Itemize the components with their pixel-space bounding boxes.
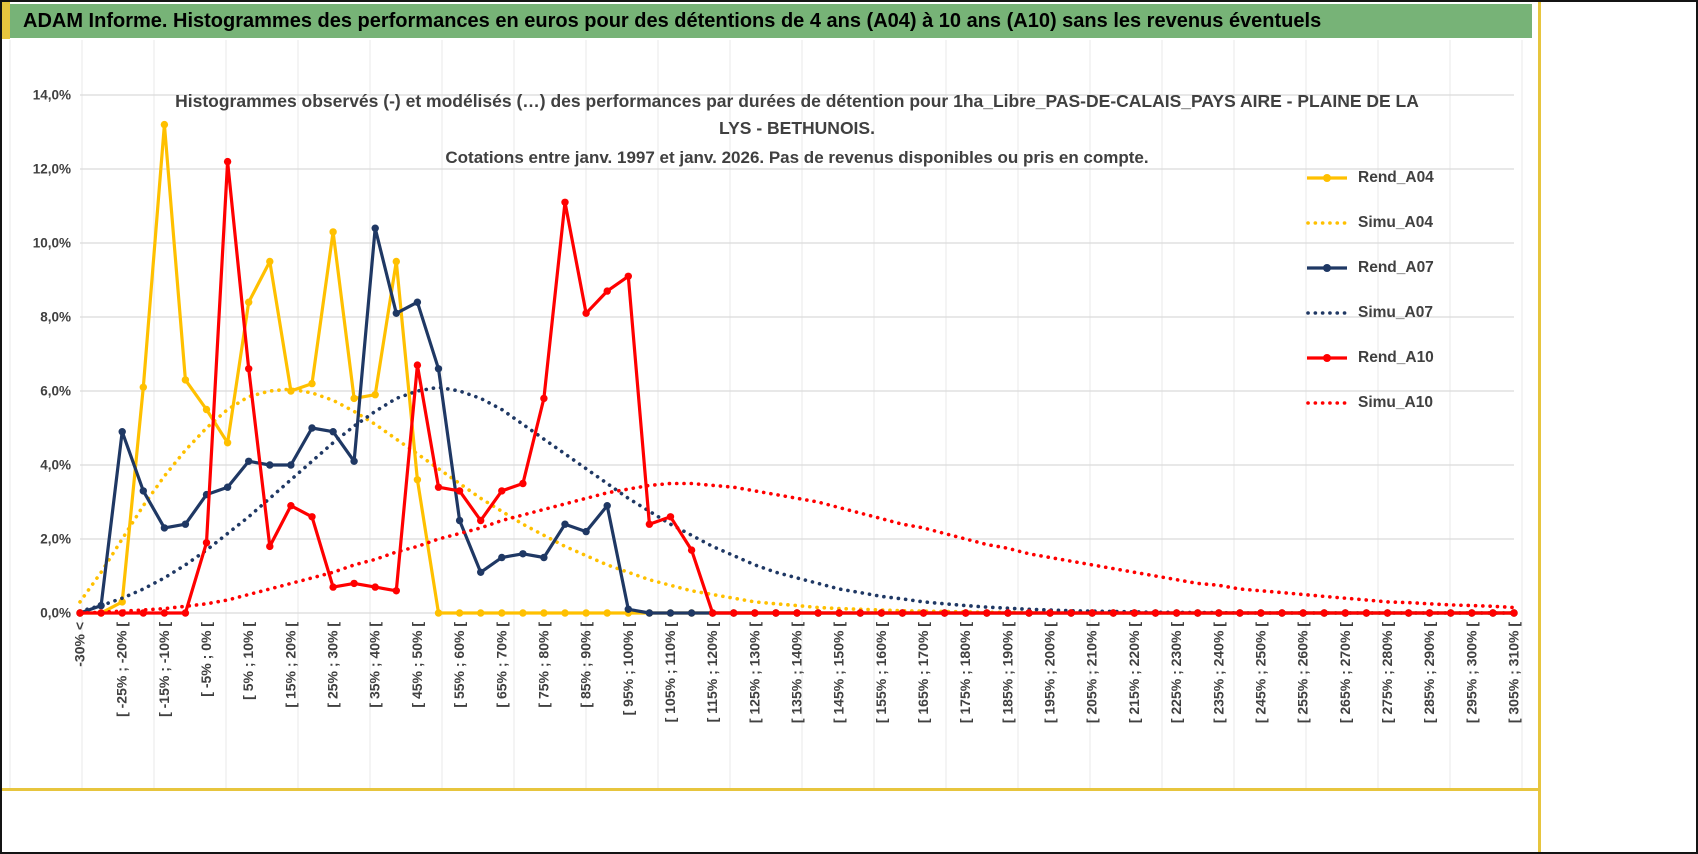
chart-title: Histogrammes observés (-) et modélisés (… xyxy=(172,88,1422,171)
x-axis-label: [ 135% ; 140% [ xyxy=(789,622,805,723)
sheet-accent-right-column xyxy=(1538,2,1541,852)
y-axis-label: 6,0% xyxy=(40,384,71,399)
series-line-Simu_A04 xyxy=(78,387,1516,615)
x-axis-label: [ 85% ; 90% [ xyxy=(578,622,594,708)
x-axis-label: [ 165% ; 170% [ xyxy=(915,622,931,723)
x-axis-label: [ 295% ; 300% [ xyxy=(1463,622,1479,723)
chart-legend: Rend_A04 Simu_A04 Rend_A07 Simu_A07 Rend_A10… xyxy=(1305,169,1434,412)
legend-item-Rend_A07: Rend_A07 xyxy=(1305,259,1434,277)
legend-swatch-dotted-line xyxy=(1306,401,1348,405)
header-title: ADAM Informe. Histogrammes des performan… xyxy=(23,9,1322,32)
series-line-Rend_A04 xyxy=(80,122,1514,615)
y-axis-label: 2,0% xyxy=(40,532,71,547)
x-axis-label: [ 235% ; 240% [ xyxy=(1210,622,1226,723)
x-axis-label: [ 5% ; 10% [ xyxy=(240,622,256,700)
x-axis-label: [ 285% ; 290% [ xyxy=(1421,622,1437,723)
x-axis-label: [ 15% ; 20% [ xyxy=(282,622,298,708)
series-line-Rend_A07 xyxy=(79,226,1514,615)
x-axis-label: [ 115% ; 120% [ xyxy=(704,622,720,723)
x-axis-label: [ 245% ; 250% [ xyxy=(1252,622,1268,723)
x-axis-label: [ 75% ; 80% [ xyxy=(535,622,551,708)
chart-title-line2: Cotations entre janv. 1997 et janv. 2026… xyxy=(445,148,1149,167)
series-line-Rend_A10 xyxy=(80,160,1514,615)
legend-label: Rend_A10 xyxy=(1358,349,1434,366)
x-axis-label: [ 145% ; 150% [ xyxy=(831,622,847,723)
legend-item-Rend_A04: Rend_A04 xyxy=(1305,169,1434,187)
header-bar: ADAM Informe. Histogrammes des performan… xyxy=(10,4,1532,38)
chart-title-line1: Histogrammes observés (-) et modélisés (… xyxy=(175,91,1419,138)
legend-item-Simu_A04: Simu_A04 xyxy=(1305,214,1434,232)
y-axis-label: 0,0% xyxy=(40,606,71,621)
x-axis-label: [ 55% ; 60% [ xyxy=(451,622,467,708)
x-axis-label: [ 195% ; 200% [ xyxy=(1042,622,1058,723)
x-axis-label: [ 155% ; 160% [ xyxy=(873,622,889,723)
x-axis-label: [ 175% ; 180% [ xyxy=(957,622,973,723)
x-axis-label: [ 185% ; 190% [ xyxy=(999,622,1015,723)
legend-label: Rend_A07 xyxy=(1358,259,1434,276)
x-axis-label: [ 255% ; 260% [ xyxy=(1295,622,1311,723)
x-axis-label: [ 225% ; 230% [ xyxy=(1168,622,1184,723)
x-axis-label: [ -15% ; -10% [ xyxy=(156,622,172,717)
x-axis-label: [ 45% ; 50% [ xyxy=(409,622,425,708)
legend-item-Rend_A10: Rend_A10 xyxy=(1305,349,1434,367)
y-axis-label: 4,0% xyxy=(40,458,71,473)
x-axis-label: [ 95% ; 100% [ xyxy=(620,622,636,716)
legend-swatch-solid-line xyxy=(1307,354,1347,362)
legend-label: Simu_A10 xyxy=(1358,394,1433,411)
x-axis-label: [ 265% ; 270% [ xyxy=(1337,622,1353,723)
legend-swatch-dotted-line xyxy=(1306,221,1348,225)
x-axis-label: [ 125% ; 130% [ xyxy=(746,622,762,723)
legend-item-Simu_A07: Simu_A07 xyxy=(1305,304,1434,322)
y-axis-label: 12,0% xyxy=(33,162,71,177)
series-line-Simu_A10 xyxy=(78,481,1516,615)
x-axis-label: [ -25% ; -20% [ xyxy=(114,622,130,717)
x-axis-label: [ 65% ; 70% [ xyxy=(493,622,509,708)
x-axis-label: [ -5% ; 0% [ xyxy=(198,622,214,697)
x-axis-label: -30% < xyxy=(72,622,88,667)
series-line-Simu_A07 xyxy=(78,385,1516,615)
y-axis-label: 14,0% xyxy=(33,88,71,103)
legend-swatch-solid-line xyxy=(1307,264,1347,272)
legend-swatch-dotted-line xyxy=(1306,311,1348,315)
y-axis-label: 8,0% xyxy=(40,310,71,325)
x-axis-label: [ 275% ; 280% [ xyxy=(1379,622,1395,723)
x-axis-label: [ 25% ; 30% [ xyxy=(325,622,341,708)
x-axis-label: [ 105% ; 110% [ xyxy=(662,622,678,723)
sheet-accent-bottom-row xyxy=(2,788,1541,791)
y-axis-label: 10,0% xyxy=(33,236,71,251)
x-axis-label: [ 205% ; 210% [ xyxy=(1084,622,1100,723)
legend-label: Simu_A04 xyxy=(1358,214,1433,231)
legend-swatch-solid-line xyxy=(1307,174,1347,182)
sheet-accent-left xyxy=(2,2,10,39)
x-axis-label: [ 305% ; 310% [ xyxy=(1506,622,1522,723)
legend-item-Simu_A10: Simu_A10 xyxy=(1305,394,1434,412)
legend-label: Rend_A04 xyxy=(1358,169,1434,186)
x-axis-label: [ 215% ; 220% [ xyxy=(1126,622,1142,723)
legend-label: Simu_A07 xyxy=(1358,304,1433,321)
x-axis-label: [ 35% ; 40% [ xyxy=(367,622,383,708)
